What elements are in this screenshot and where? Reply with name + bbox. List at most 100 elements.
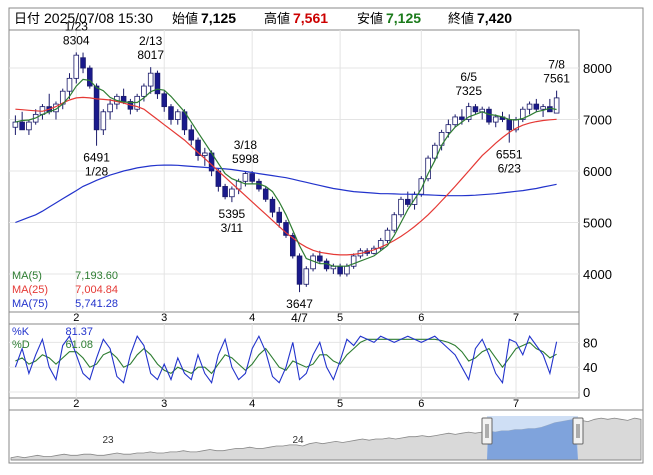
annotation-price: 3647: [286, 297, 313, 311]
ma25-legend-label: MA(25): [12, 284, 48, 296]
main-grid: 4000 5000 6000 7000 8000: [9, 30, 612, 312]
ma5-legend-value: 7,193.60: [75, 270, 118, 282]
stoch-tick-label: 80: [583, 335, 597, 350]
annotation-price: 7561: [543, 72, 570, 86]
candle-up: [384, 229, 391, 241]
annotation-date: 6/23: [498, 162, 522, 176]
annotation-price: 7325: [455, 84, 482, 98]
x-tick-label: 5: [337, 312, 343, 324]
candle-down: [120, 95, 127, 102]
candle-up: [465, 106, 472, 120]
ma75-legend-value: 5,741.28: [75, 298, 118, 310]
navigator-handle-right[interactable]: [572, 417, 584, 445]
candle-down: [188, 129, 195, 141]
candle-down: [337, 265, 343, 275]
annotation-date: 6/5: [460, 70, 477, 84]
navigator-year-label: 23: [102, 435, 114, 446]
candle-up: [553, 97, 560, 114]
annotation-date: 1/28: [85, 165, 109, 179]
candle-up: [147, 72, 154, 87]
candle-up: [526, 103, 533, 110]
candle-up: [540, 106, 546, 110]
stoch-x-tick-label: 4: [249, 398, 255, 410]
y-tick-label: 8000: [583, 61, 612, 76]
candle-up: [242, 173, 249, 182]
annotation-date: 2/13: [139, 34, 163, 48]
y-tick-label: 5000: [583, 215, 612, 230]
candle-up: [425, 157, 431, 180]
candle-up: [492, 116, 499, 123]
x-tick-label: 6: [418, 312, 424, 324]
stoch-x-tick-label: 3: [161, 398, 167, 410]
candle-down: [168, 106, 174, 120]
candle-down: [405, 198, 411, 205]
candle-up: [12, 121, 19, 128]
stoch-x-tick-label: 7: [513, 398, 519, 410]
x-axis-labels: 2 2 3 3 4 4 5 5 6 6 7 7: [73, 312, 519, 410]
x-tick-label: 2: [73, 312, 79, 324]
candle-down: [296, 255, 303, 285]
navigator-year-label: 24: [292, 435, 304, 446]
candle-up: [520, 108, 526, 120]
navigator-area: 23 24: [10, 416, 642, 461]
k-line: [14, 334, 558, 385]
candle-up: [377, 240, 384, 249]
candle-down: [506, 119, 513, 131]
candle-up: [229, 188, 235, 198]
candle-down: [533, 103, 540, 110]
navigator-handle-left[interactable]: [481, 417, 493, 445]
ma75-legend-label: MA(75): [12, 298, 48, 310]
stoch-tick-label: 40: [583, 360, 597, 375]
candle-up: [174, 111, 181, 120]
y-tick-label: 6000: [583, 164, 612, 179]
candle-down: [93, 85, 100, 131]
ma5-line: [15, 78, 557, 267]
low-label: 安値: [357, 11, 383, 26]
stoch-x-tick-label: 6: [418, 398, 424, 410]
x-tick-label: 4: [249, 312, 255, 324]
date-label: 日付: [14, 11, 40, 26]
candle-up: [445, 124, 452, 133]
candle-up: [432, 144, 438, 159]
candle-up: [303, 268, 310, 285]
k-legend-value: 81.37: [65, 326, 93, 338]
x-tick-label: 3: [161, 312, 167, 324]
annotation-price: 5998: [232, 152, 259, 166]
annotation-date: 4/7: [291, 311, 308, 325]
candle-down: [80, 57, 86, 69]
navigator-selection-fill: [487, 419, 578, 460]
annotation-date: 7/8: [548, 58, 565, 72]
candle-down: [249, 173, 255, 182]
ma25-legend-value: 7,004.84: [75, 284, 118, 296]
candle-up: [310, 255, 316, 270]
open-value: 7,125: [201, 10, 236, 26]
high-value: 7,561: [293, 10, 328, 26]
candle-down: [276, 211, 283, 223]
candle-down: [486, 108, 492, 123]
d-legend-value: 61.08: [65, 339, 93, 351]
annotation-price: 6491: [83, 151, 110, 165]
d-legend-label: %D: [12, 339, 30, 351]
y-tick-label: 4000: [583, 267, 612, 282]
candle-up: [391, 214, 398, 231]
x-tick-label: 7: [513, 312, 519, 324]
high-label: 高値: [264, 11, 290, 26]
candle-down: [459, 116, 465, 120]
candle-down: [317, 255, 323, 262]
date-value: 2025/07/08 15:30: [44, 10, 153, 26]
y-tick-label: 7000: [583, 113, 612, 128]
candle-up: [398, 198, 404, 216]
moving-average-lines: [15, 78, 557, 267]
stoch-x-tick-label: 5: [337, 398, 343, 410]
candle-up: [452, 116, 458, 126]
candle-down: [472, 106, 479, 113]
candle-up: [26, 121, 32, 131]
stoch-tick-label: 0: [583, 385, 590, 400]
open-label: 始値: [172, 11, 198, 26]
ma5-legend-label: MA(5): [12, 270, 42, 282]
candle-up: [350, 255, 357, 267]
d-line: [15, 338, 557, 375]
stochastic-lines: [14, 334, 558, 385]
stoch-x-tick-label: 2: [73, 398, 79, 410]
